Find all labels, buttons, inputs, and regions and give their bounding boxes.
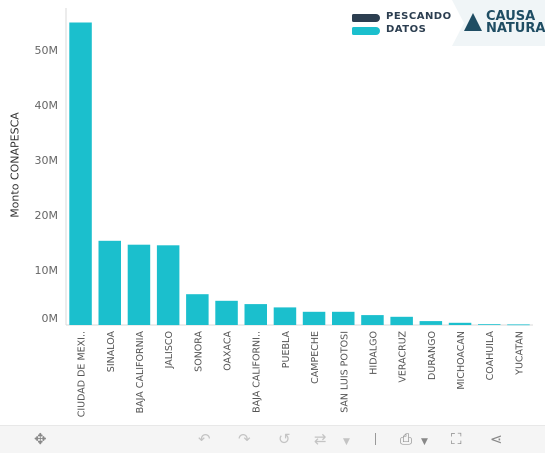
bar[interactable] — [390, 316, 413, 326]
refresh-icon[interactable]: ⇄ — [314, 430, 327, 448]
x-tick-label: BAJA CALIFORNIA — [135, 331, 146, 414]
bar[interactable] — [244, 304, 268, 325]
revert-icon[interactable]: ↺ — [278, 430, 291, 448]
bar[interactable] — [273, 307, 297, 325]
bar[interactable] — [478, 324, 501, 325]
bar[interactable] — [332, 311, 355, 325]
fullscreen-icon[interactable]: ⛶ — [451, 430, 462, 448]
redo-icon[interactable]: ↷ — [238, 430, 251, 448]
fish-icon — [352, 14, 380, 22]
chevron-down-icon[interactable]: ▼ — [421, 437, 428, 447]
bar[interactable] — [186, 294, 209, 325]
bar[interactable] — [156, 245, 180, 326]
x-tick-label: CIUDAD DE MEXI.. — [77, 331, 88, 417]
x-tick-label: PUEBLA — [281, 331, 292, 369]
bar[interactable] — [302, 311, 326, 325]
bar[interactable] — [419, 321, 443, 325]
x-tick-label: DURANGO — [427, 331, 438, 380]
x-tick-label: COAHUILA — [485, 331, 496, 381]
y-tick-label: 30M — [35, 154, 59, 167]
x-tick-label: VERACRUZ — [398, 331, 409, 383]
y-tick-label: 50M — [35, 44, 59, 57]
undo-icon[interactable]: ↶ — [198, 430, 211, 448]
x-tick-label: JALISCO — [164, 331, 175, 369]
viz-toolbar: ✥ ↶ ↷ ↺ ⇄ ▼ ⎙ ▼ ⛶ ⋖ — [0, 425, 545, 453]
causa-natura-logo: CAUSA NATURA — [452, 0, 545, 46]
pescando-datos-logo: PESCANDO DATOS — [352, 8, 451, 42]
x-tick-label: OAXACA — [223, 330, 234, 370]
download-icon[interactable]: ⎙ — [400, 430, 413, 448]
fish-icon — [352, 27, 380, 35]
bar[interactable] — [448, 322, 472, 325]
x-tick-label: SONORA — [193, 331, 204, 372]
x-tick-label: BAJA CALIFORNI.. — [252, 331, 263, 413]
bar-chart: 0M 10M 20M 30M 40M 50M CIUDAD DE MEXI.. SINALO… — [35, 8, 533, 417]
bar[interactable] — [215, 300, 238, 325]
y-axis-title: Monto CONAPESCA — [8, 112, 22, 218]
x-tick-label: HIDALGO — [369, 331, 380, 375]
share-icon[interactable]: ⋖ — [490, 430, 503, 448]
move-icon[interactable]: ✥ — [34, 430, 47, 448]
x-tick-label: SAN LUIS POTOSI — [339, 331, 350, 413]
x-tick-label: MICHOACAN — [456, 331, 467, 390]
y-tick-label: 10M — [35, 264, 59, 277]
bar[interactable] — [69, 22, 92, 326]
bar[interactable] — [507, 324, 530, 326]
x-tick-label: YUCATAN — [514, 331, 525, 376]
x-tick-label: SINALOA — [106, 331, 117, 373]
chevron-divider — [452, 0, 464, 46]
mountain-icon — [464, 13, 482, 31]
toolbar-separator — [375, 433, 376, 445]
y-tick-label: 40M — [35, 99, 59, 112]
y-tick-label: 0M — [42, 312, 59, 325]
bar[interactable] — [98, 240, 122, 325]
bar[interactable] — [361, 315, 384, 325]
x-tick-label: CAMPECHE — [310, 331, 321, 384]
chevron-down-icon[interactable]: ▼ — [343, 437, 350, 447]
y-tick-label: 20M — [35, 209, 59, 222]
bar[interactable] — [127, 244, 151, 325]
